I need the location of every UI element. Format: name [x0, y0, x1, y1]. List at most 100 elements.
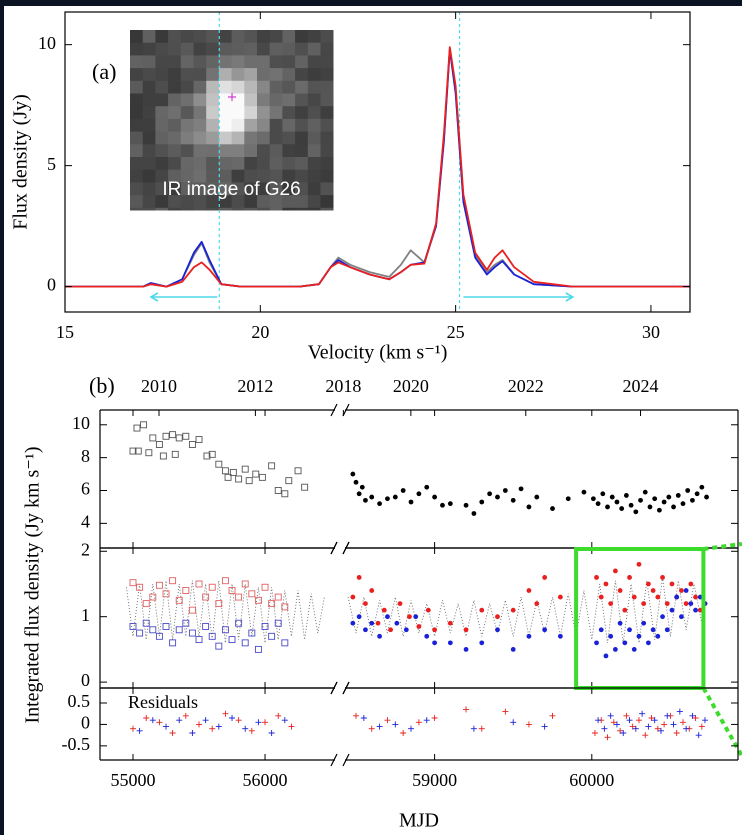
square-marker — [175, 596, 183, 604]
dot-marker — [664, 601, 670, 607]
dot-marker — [631, 594, 637, 600]
inset-pixel — [320, 157, 334, 171]
inset-pixel — [206, 182, 220, 196]
inset-pixel — [168, 93, 182, 107]
plus-marker — [376, 723, 383, 730]
dot-marker — [594, 640, 599, 646]
plus-marker — [360, 715, 367, 721]
dot-marker — [688, 601, 694, 607]
dot-marker — [526, 588, 532, 593]
inset-pixel — [257, 118, 271, 133]
inset-pixel — [206, 131, 220, 145]
plus-marker — [415, 719, 422, 726]
inset-pixel — [307, 68, 321, 82]
plus-marker — [353, 712, 360, 719]
plus-marker — [242, 725, 249, 732]
inset-pixel — [295, 144, 309, 158]
inset-pixel — [231, 131, 245, 145]
inset-pixel — [193, 157, 207, 171]
plus-marker — [541, 723, 548, 730]
plus-marker — [617, 727, 624, 734]
dot-marker — [600, 491, 606, 497]
inset-pixel — [193, 195, 207, 209]
inset: IR image of G26 — [130, 30, 334, 211]
plus-marker — [431, 715, 438, 721]
dot-marker — [479, 499, 485, 505]
plus-marker — [423, 717, 430, 724]
inset-pixel — [142, 80, 156, 94]
inset-pixel — [218, 55, 233, 69]
spectrum-line — [65, 46, 690, 288]
square-marker — [203, 452, 211, 460]
inset-pixel — [282, 169, 296, 183]
inset-pixel — [168, 118, 182, 133]
inset-pixel — [307, 118, 321, 133]
plus-marker — [639, 710, 646, 717]
dot-marker — [447, 620, 453, 626]
plus-marker — [368, 725, 375, 732]
dot-marker — [502, 488, 508, 493]
inset-pixel — [295, 42, 309, 56]
inset-pixel — [269, 195, 283, 209]
inset-pixel — [130, 80, 144, 94]
inset-pixel — [218, 195, 233, 209]
plus-marker — [604, 734, 611, 741]
square-marker — [224, 473, 232, 481]
inset-pixel — [282, 68, 296, 82]
inset-pixel — [180, 131, 194, 145]
inset-pixel — [130, 118, 144, 133]
inset-pixel — [295, 157, 309, 171]
plus-marker — [163, 723, 170, 730]
dot-marker — [463, 647, 469, 652]
inset-pixel — [295, 118, 309, 133]
inset-pixel — [180, 42, 194, 56]
inset-pixel — [295, 207, 309, 211]
inset-pixel — [180, 195, 194, 209]
dot-marker — [495, 627, 500, 633]
dot-marker — [609, 494, 615, 500]
inset-pixel — [218, 182, 233, 196]
dot-marker — [425, 607, 431, 613]
inset-pixel — [244, 182, 258, 196]
inset-pixel — [269, 93, 283, 107]
plus-marker — [470, 725, 477, 732]
dot-marker — [359, 484, 365, 490]
dot-marker — [447, 640, 453, 646]
dot-marker — [487, 491, 493, 497]
dot-marker — [369, 588, 375, 593]
inset-pixel — [282, 42, 296, 56]
x-tick-label: 25 — [447, 322, 465, 342]
plus-marker — [478, 725, 485, 732]
dot-marker — [603, 581, 609, 587]
dot-marker — [407, 614, 412, 620]
inset-pixel — [269, 106, 283, 120]
square-marker — [169, 431, 177, 439]
square-marker — [301, 483, 309, 491]
dot-marker — [356, 614, 362, 620]
inset-pixel — [320, 106, 334, 120]
x2-tick-label: 2020 — [393, 376, 429, 396]
inset-pixel — [206, 106, 220, 120]
square-marker — [149, 434, 157, 442]
dot-marker — [479, 607, 485, 613]
dot-marker — [350, 620, 356, 626]
inset-pixel — [206, 144, 220, 158]
inset-pixel — [130, 169, 144, 183]
x-tick-label: 20 — [251, 322, 269, 342]
square-marker — [208, 583, 216, 591]
inset-pixel — [155, 93, 169, 107]
plus-marker — [654, 725, 661, 732]
dot-marker — [413, 614, 419, 620]
dot-marker — [641, 620, 647, 626]
square-marker — [182, 619, 190, 627]
inset-pixel — [168, 106, 182, 120]
dot-marker — [674, 594, 680, 600]
inset-pixel — [130, 93, 144, 107]
inset-pixel — [142, 42, 156, 56]
dot-marker — [463, 502, 469, 508]
inset-pixel — [193, 169, 207, 183]
inset-pixel — [295, 195, 309, 209]
y-tick-label: -0.5 — [62, 734, 91, 754]
inset-pixel — [142, 207, 156, 211]
plus-marker — [645, 723, 652, 730]
